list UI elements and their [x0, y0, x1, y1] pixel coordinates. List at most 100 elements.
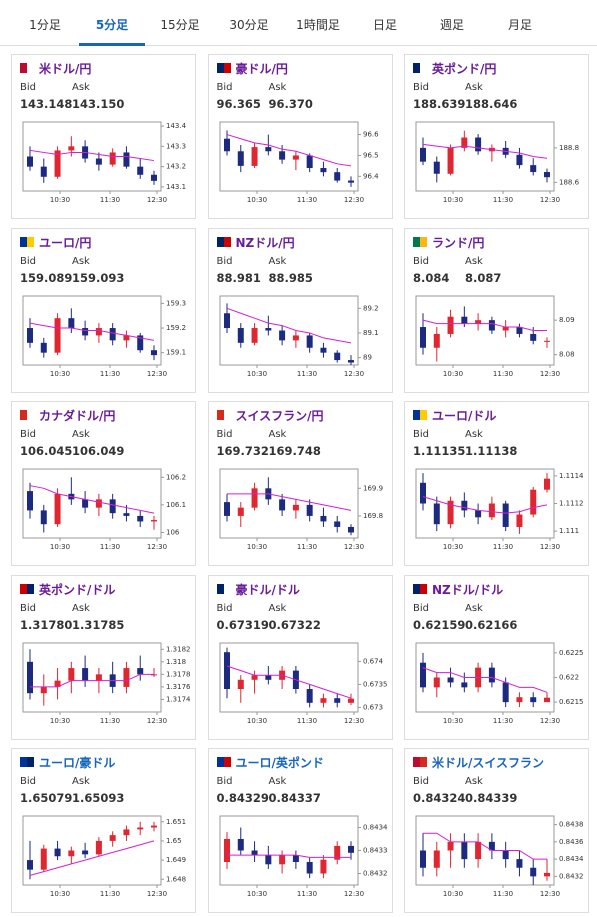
candle-body — [27, 860, 33, 870]
ask-label: Ask — [268, 602, 287, 614]
candle-body — [306, 155, 313, 168]
moving-average-line — [29, 322, 155, 341]
tab[interactable]: 月足 — [507, 18, 533, 32]
pair-title[interactable]: NZドル/ドル — [432, 582, 504, 597]
pair-card: 英ポンド/ドル Bid Ask 1.31780 1.31785 1.3174 1.3176 1… — [11, 574, 196, 740]
y-tick-label: 1.318 — [166, 657, 186, 665]
y-tick-label: 89.2 — [363, 304, 379, 312]
pair-card: 英ポンド/円 Bid Ask 188.639 188.646 188.6 188.8 10:3… — [404, 54, 589, 219]
bid-label: Bid — [216, 602, 233, 614]
y-tick-label: 159.1 — [166, 348, 186, 356]
bid-label: Bid — [413, 255, 429, 267]
candle-body — [237, 327, 244, 343]
candle-body — [420, 147, 426, 162]
pair-title[interactable]: ユーロ/豪ドル — [39, 756, 116, 770]
x-tick-label: 11:30 — [296, 543, 316, 551]
candle-body — [544, 172, 550, 178]
tab[interactable]: 1分足 — [29, 18, 61, 32]
candle-body — [461, 500, 468, 511]
candle-body — [54, 848, 61, 857]
x-tick-label: 11:30 — [100, 890, 120, 898]
plot-frame — [219, 642, 358, 712]
flag-icon — [216, 63, 231, 73]
x-tick-label: 10:30 — [50, 543, 70, 551]
pair-title[interactable]: 米ドル/スイスフラン — [432, 756, 545, 770]
flag-icon — [20, 236, 34, 247]
bid-label: Bid — [20, 602, 36, 614]
candle-body — [420, 326, 426, 348]
mini-chart: 188.6 188.8 10:30 11:30 12:30 — [415, 121, 580, 204]
bid-label: Bid — [216, 776, 233, 787]
tab[interactable]: 1時間足 — [296, 18, 340, 32]
candle-body — [420, 850, 426, 868]
candle-body — [544, 872, 550, 877]
candle-body — [237, 507, 244, 516]
y-tick-label: 0.8434 — [363, 824, 388, 832]
pair-card: ユーロ/豪ドル Bid Ask 1.65079 1.65093 1.648 1.649 1.6… — [11, 748, 196, 913]
y-tick-label: 89 — [363, 353, 372, 361]
moving-average-line — [226, 307, 351, 343]
candle-body — [319, 515, 326, 522]
pair-title[interactable]: 英ポンド/ドル — [39, 582, 116, 597]
pair-title[interactable]: NZドル/円 — [235, 235, 295, 250]
mini-chart: 0.8432 0.8434 0.8436 0.8438 10:30 11:30 12:30 — [415, 815, 584, 898]
ask-label: Ask — [72, 602, 90, 614]
candle-body — [530, 867, 537, 877]
x-tick-label: 10:30 — [443, 717, 463, 725]
x-tick-label: 12:30 — [343, 370, 363, 378]
ask-label: Ask — [268, 82, 287, 93]
y-tick-label: 0.8438 — [559, 821, 584, 829]
bid-value: 0.67319 — [216, 617, 269, 632]
pair-title[interactable]: カナダドル/円 — [39, 409, 116, 423]
ask-label: Ask — [465, 82, 483, 93]
pair-title[interactable]: 豪ドル/円 — [235, 62, 288, 76]
candle-body — [123, 513, 130, 516]
tab[interactable]: 5分足 — [95, 18, 129, 32]
x-tick-label: 10:30 — [246, 543, 266, 551]
pair-title[interactable]: スイスフラン/円 — [235, 409, 324, 423]
x-tick-label: 11:30 — [296, 717, 316, 725]
bid-value: 88.981 — [216, 270, 261, 285]
bid-label: Bid — [20, 82, 36, 93]
pair-title[interactable]: 英ポンド/円 — [432, 62, 497, 76]
x-tick-label: 12:30 — [147, 370, 167, 378]
flag-icon — [20, 757, 34, 767]
moving-average-line — [226, 854, 351, 858]
pair-title[interactable]: 豪ドル/ドル — [235, 582, 300, 597]
x-tick-label: 11:30 — [493, 543, 513, 551]
candle-body — [530, 696, 537, 702]
candle-body — [516, 514, 523, 527]
pair-title[interactable]: ランド/円 — [432, 235, 485, 250]
tab[interactable]: 15分足 — [160, 18, 200, 32]
candle-body — [319, 168, 326, 173]
candle-body — [488, 667, 495, 682]
moving-average-line — [29, 149, 155, 162]
bid-value: 188.639 — [413, 97, 466, 111]
candle-body — [530, 333, 537, 341]
candle-body — [223, 312, 230, 328]
ask-value: 188.646 — [465, 97, 518, 111]
candle-body — [237, 151, 244, 166]
y-tick-label: 1.651 — [166, 818, 186, 826]
ask-value: 88.985 — [268, 270, 313, 285]
bid-label: Bid — [20, 776, 36, 787]
pair-title[interactable]: 米ドル/円 — [39, 62, 92, 76]
bid-label: Bid — [413, 429, 429, 440]
pair-title[interactable]: ユーロ/ドル — [432, 409, 497, 423]
tab[interactable]: 日足 — [372, 18, 398, 32]
tab[interactable]: 週足 — [439, 18, 465, 32]
y-tick-label: 188.6 — [559, 178, 580, 186]
y-tick-label: 89.1 — [363, 328, 379, 336]
tab[interactable]: 30分足 — [229, 18, 269, 32]
y-tick-label: 0.8433 — [363, 847, 388, 855]
ask-label: Ask — [268, 776, 287, 787]
x-tick-label: 11:30 — [100, 543, 120, 551]
candle-body — [530, 165, 537, 173]
x-tick-label: 12:30 — [540, 717, 560, 725]
candle-body — [488, 319, 495, 330]
pair-title[interactable]: ユーロ/英ポンド — [235, 756, 324, 770]
pair-title[interactable]: ユーロ/円 — [39, 235, 92, 250]
y-tick-label: 1.3182 — [166, 645, 191, 653]
pair-card: 豪ドル/円 Bid Ask 96.365 96.370 96.4 96.5 96.6 10:30… — [207, 54, 393, 219]
candle-body — [433, 677, 440, 687]
